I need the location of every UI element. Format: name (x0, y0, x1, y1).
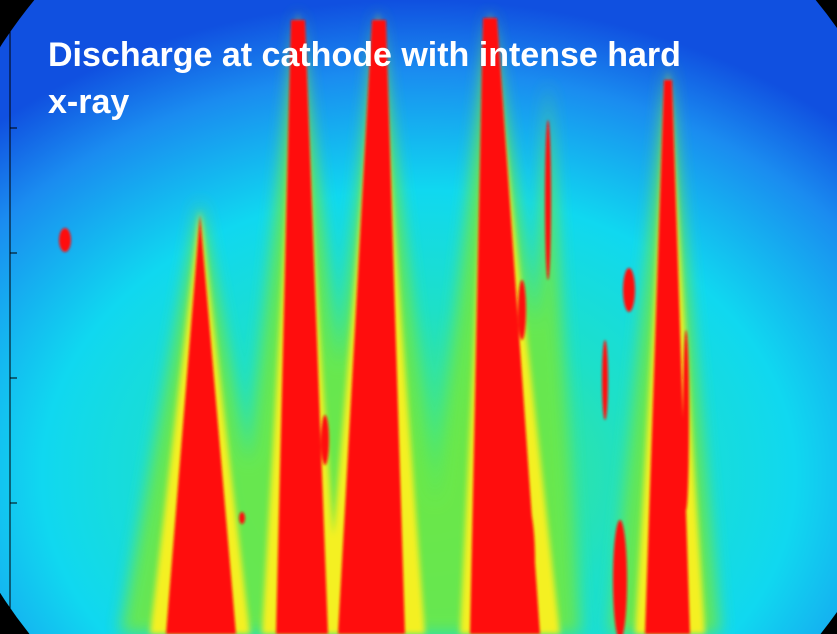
image-view: Discharge at cathode with intense hard x… (0, 0, 837, 634)
page: {"image": {"title_lines": ["Discharge at… (0, 0, 837, 634)
title-line: x-ray (48, 83, 129, 121)
title-line: Discharge at cathode with intense hard (48, 36, 681, 74)
